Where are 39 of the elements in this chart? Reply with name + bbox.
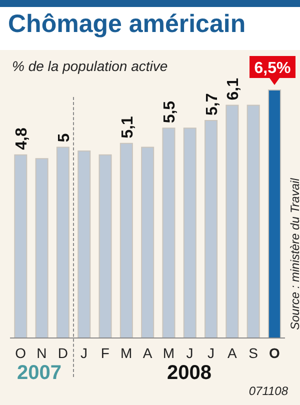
x-tick-label: M [120, 345, 132, 361]
x-tick-label: M [162, 345, 174, 361]
x-tick-label: J [186, 345, 194, 361]
bar [120, 142, 133, 338]
bar [35, 158, 48, 338]
x-tick-label: F [100, 345, 110, 361]
bar [56, 146, 70, 338]
source-note: Source : ministère du Travail [288, 178, 300, 330]
chart-subtitle: % de la population active [12, 58, 168, 74]
x-tick-label: D [58, 345, 68, 361]
x-tick-label: J [207, 345, 214, 361]
text: 2007 [17, 362, 62, 385]
bar [226, 104, 239, 338]
bar [183, 128, 196, 338]
bar [14, 154, 28, 338]
data-label: 4,8 [14, 128, 31, 150]
x-tick-label: A [227, 345, 238, 361]
data-label: 6,1 [225, 78, 242, 100]
x-tick-label: N [36, 345, 47, 361]
x-tick-label: O [268, 345, 280, 361]
data-label: 5,1 [119, 116, 136, 138]
bar [98, 154, 112, 338]
bar [204, 120, 218, 338]
data-label: 5,7 [204, 93, 222, 116]
x-tick-label: S [248, 345, 258, 361]
bar [246, 104, 260, 338]
text: 071108 [248, 384, 288, 398]
chart-title: Chômage américain [8, 10, 246, 39]
bar [141, 146, 154, 338]
bar [78, 150, 91, 338]
bar [268, 90, 281, 338]
data-label: 5,5 [162, 100, 179, 124]
x-tick-label: J [80, 345, 88, 361]
bar [162, 128, 176, 338]
x-tick-label: A [142, 345, 153, 361]
data-label: 6,5% [254, 60, 291, 77]
x-tick-label: O [15, 345, 26, 361]
data-label: 5 [56, 133, 73, 142]
text: 2008 [167, 362, 212, 385]
